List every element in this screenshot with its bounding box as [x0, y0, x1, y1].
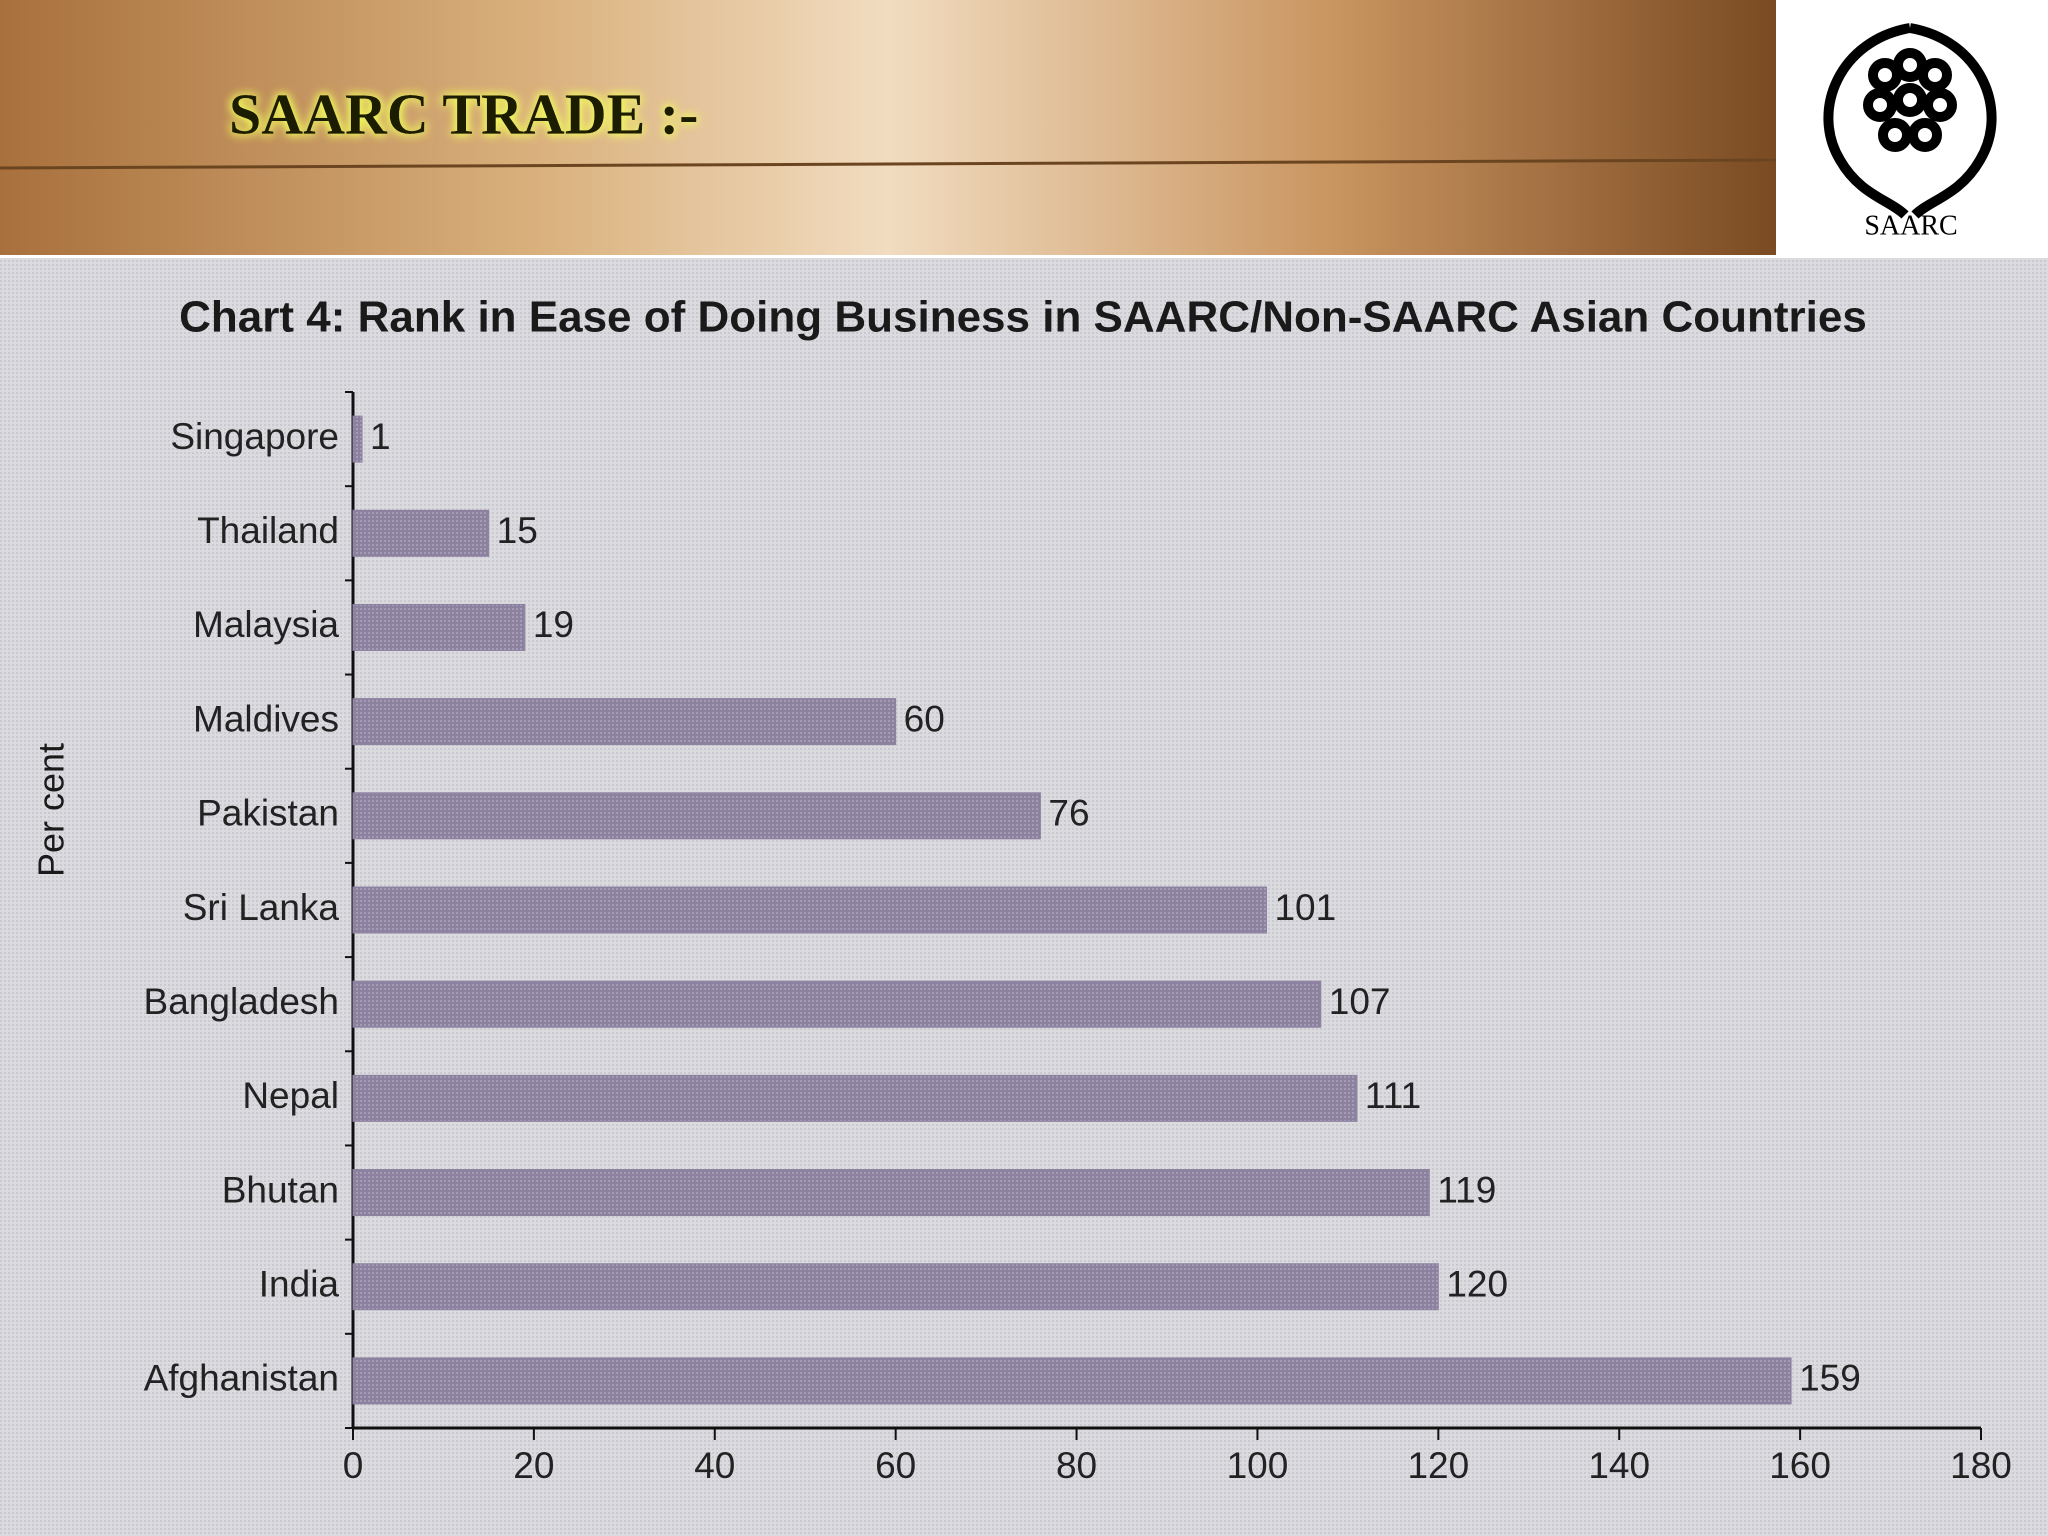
bar	[352, 698, 897, 746]
bar	[352, 980, 1322, 1028]
bar	[352, 1169, 1430, 1217]
bar	[352, 792, 1041, 840]
value-label: 15	[497, 510, 538, 551]
logo-text: SAARC	[1864, 210, 1957, 241]
value-label: 119	[1437, 1169, 1496, 1210]
chart-title: Chart 4: Rank in Ease of Doing Business …	[179, 293, 1867, 342]
x-tick-label: 100	[1227, 1445, 1289, 1486]
y-tick-label: Malaysia	[193, 604, 339, 645]
value-label: 159	[1799, 1358, 1861, 1399]
bar	[352, 415, 363, 463]
x-tick-label: 20	[513, 1445, 554, 1486]
value-label: 76	[1048, 793, 1089, 834]
y-tick-label: India	[259, 1264, 340, 1305]
y-tick-label: Afghanistan	[144, 1358, 339, 1399]
y-tick-label: Bangladesh	[144, 981, 339, 1022]
y-tick-label: Thailand	[197, 510, 339, 551]
x-tick-label: 60	[875, 1445, 916, 1486]
bar	[352, 1263, 1439, 1311]
bar	[352, 603, 526, 651]
y-axis-label: Per cent	[31, 743, 72, 877]
x-tick-label: 160	[1769, 1445, 1831, 1486]
y-tick-label: Nepal	[242, 1075, 339, 1116]
bar	[352, 1357, 1792, 1405]
x-tick-label: 120	[1407, 1445, 1469, 1486]
value-label: 107	[1329, 981, 1391, 1022]
x-tick-label: 0	[343, 1445, 364, 1486]
value-label: 19	[533, 604, 574, 645]
x-tick-label: 40	[694, 1445, 735, 1486]
slide-title: SAARC TRADE :-	[229, 81, 698, 146]
value-label: 1	[370, 416, 391, 457]
header-background	[0, 0, 1776, 255]
value-label: 111	[1365, 1075, 1421, 1116]
logo	[1823, 23, 1997, 219]
y-tick-label: Maldives	[193, 698, 339, 739]
y-tick-label: Pakistan	[197, 793, 339, 834]
bar	[352, 509, 490, 557]
x-tick-label: 80	[1056, 1445, 1097, 1486]
y-tick-label: Bhutan	[222, 1169, 339, 1210]
y-tick-label: Singapore	[170, 416, 339, 457]
value-label: 60	[904, 698, 945, 739]
value-label: 120	[1446, 1264, 1508, 1305]
value-label: 101	[1274, 887, 1336, 928]
wood-line	[0, 158, 1777, 170]
y-tick-label: Sri Lanka	[183, 887, 340, 928]
bar	[352, 1074, 1358, 1122]
x-tick-label: 180	[1950, 1445, 2012, 1486]
bar	[352, 886, 1267, 934]
x-tick-label: 140	[1588, 1445, 1650, 1486]
